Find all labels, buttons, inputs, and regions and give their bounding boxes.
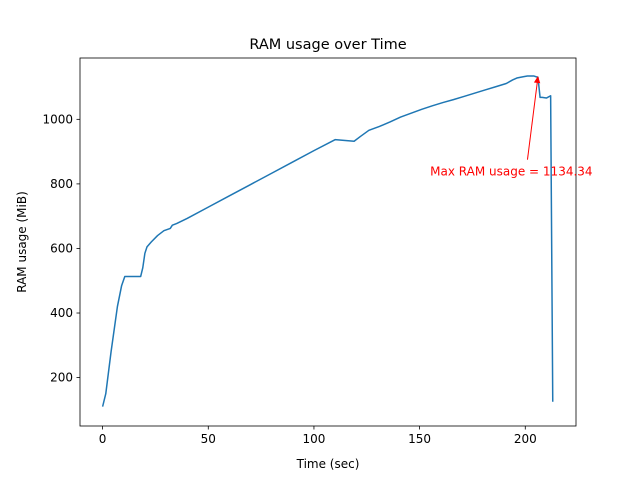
axes-frame — [79, 57, 577, 427]
y-axis-label: RAM usage (MiB) — [15, 191, 29, 293]
annotation-arrow-shaft — [526, 76, 539, 160]
x-tick-label: 0 — [99, 432, 107, 446]
chart-title: RAM usage over Time — [249, 37, 406, 53]
x-axis-label: Time (sec) — [296, 457, 360, 471]
y-tick-label: 400 — [50, 306, 73, 320]
y-tick-label: 1000 — [42, 112, 73, 126]
y-tick-label: 600 — [50, 241, 73, 255]
annotation-arrow-head — [533, 75, 541, 84]
x-tick-label: 150 — [408, 432, 431, 446]
x-tick-label: 100 — [302, 432, 325, 446]
y-tick-label: 200 — [50, 371, 73, 385]
series-line-0 — [101, 75, 554, 407]
x-tick-label: 50 — [201, 432, 216, 446]
x-tick-label: 200 — [514, 432, 537, 446]
plot-area: 0 50 100 150 200 200 400 600 800 1000 Max RAM usag… — [42, 57, 593, 446]
y-tick-label: 800 — [50, 177, 73, 191]
annotation-text: Max RAM usage = 1134.34 — [430, 165, 592, 179]
